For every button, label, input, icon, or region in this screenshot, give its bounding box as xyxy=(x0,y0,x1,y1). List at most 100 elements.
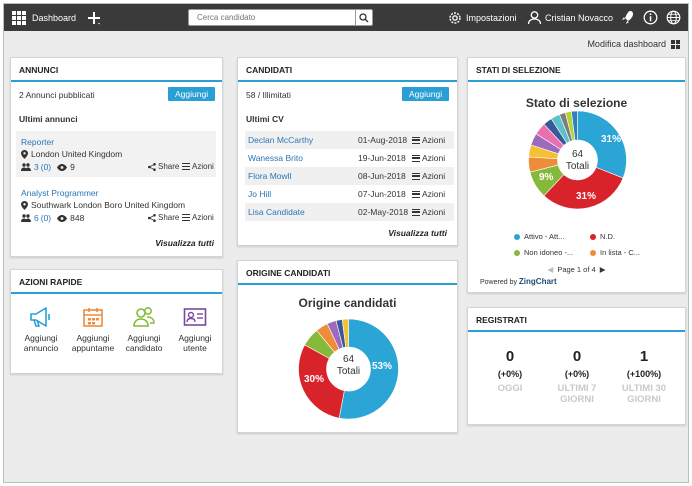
eye-icon xyxy=(57,214,68,222)
add-job-button[interactable]: Aggiungi xyxy=(168,87,216,101)
job-candidates-count[interactable]: 6 xyxy=(34,213,39,223)
registered-pct: (+0%) xyxy=(497,369,523,379)
add-user-line1: Aggiungi xyxy=(178,333,212,343)
add-user-line2: utente xyxy=(183,343,207,353)
add-candidate-line2: candidato xyxy=(125,343,163,353)
add-appointment-action[interactable]: Aggiungi appuntame xyxy=(66,306,120,353)
rocket-button[interactable] xyxy=(621,4,634,31)
cv-name[interactable]: Jo Hill xyxy=(248,189,272,199)
pie-slice[interactable] xyxy=(571,110,578,141)
dashboard-menu[interactable]: Dashboard xyxy=(12,4,76,31)
add-appointment-line2: appuntame xyxy=(71,343,115,353)
info-icon xyxy=(643,10,658,25)
cv-actions-label: Azioni xyxy=(422,135,446,145)
pie-slice[interactable] xyxy=(341,318,349,348)
user-menu[interactable]: Cristian Novacco xyxy=(527,4,613,31)
status-total-label: Totali xyxy=(565,161,590,172)
job-title[interactable]: Reporter xyxy=(21,137,55,147)
status-title: STATI DI SELEZIONE xyxy=(468,58,685,82)
add-job-action[interactable]: Aggiungi annuncio xyxy=(14,306,68,353)
add-user-action[interactable]: Aggiungi utente xyxy=(168,306,222,353)
job-actions-button[interactable]: Azioni xyxy=(182,162,214,171)
cv-actions-button[interactable]: Azioni xyxy=(412,131,445,149)
view-all-candidates-link[interactable]: Visualizza tutti xyxy=(388,228,447,238)
pie-slice[interactable] xyxy=(298,344,345,419)
add-new-button[interactable] xyxy=(86,4,102,31)
cv-name[interactable]: Wanessa Brito xyxy=(248,153,303,163)
candidati-panel: CANDIDATI 58 / Illimitati Aggiungi Ultim… xyxy=(237,57,458,246)
add-candidate-action[interactable]: Aggiungi candidato xyxy=(117,306,171,353)
view-all-jobs-link[interactable]: Visualizza tutti xyxy=(155,238,214,248)
pie-slice[interactable] xyxy=(543,166,624,210)
plus-icon xyxy=(88,11,100,24)
edit-dashboard-link[interactable]: Modifica dashboard xyxy=(587,39,680,49)
legend-pager: ◀ Page 1 of 4 ▶ xyxy=(468,265,685,274)
legend-item[interactable]: N.D. xyxy=(590,232,615,241)
origin-center: 64 Totali xyxy=(238,354,459,378)
pager-label: Page 1 of 4 xyxy=(557,265,596,274)
job-candidates-count[interactable]: 3 xyxy=(34,162,39,172)
status-pie-chart xyxy=(528,110,627,210)
info-button[interactable] xyxy=(643,4,658,31)
cv-actions-button[interactable]: Azioni xyxy=(412,185,445,203)
cv-name[interactable]: Lisa Candidate xyxy=(248,207,305,217)
apps-grid-icon xyxy=(12,10,26,25)
pie-slice[interactable] xyxy=(577,110,627,179)
status-center: 64 Totali xyxy=(468,149,687,173)
pie-slice[interactable] xyxy=(338,318,399,420)
add-job-line2: annuncio xyxy=(23,343,59,353)
menu-icon xyxy=(412,154,420,162)
status-panel: STATI DI SELEZIONE Stato di selezione 64… xyxy=(467,57,686,293)
registered-30-days: 1 (+100%) ULTIMI 30 GIORNI xyxy=(609,348,679,405)
add-candidate-button[interactable]: Aggiungi xyxy=(402,87,450,101)
job-location-text: London United Kingdom xyxy=(31,149,123,159)
job-location: Southwark London Boro United Kingdom xyxy=(21,200,185,210)
menu-icon xyxy=(412,136,420,144)
search-button[interactable] xyxy=(355,10,372,25)
legend-item[interactable]: Attivo - Att... xyxy=(514,232,564,241)
job-title[interactable]: Analyst Programmer xyxy=(21,188,99,198)
cv-actions-button[interactable]: Azioni xyxy=(412,167,445,185)
job-actions-button[interactable]: Azioni xyxy=(182,213,214,222)
status-total-value: 64 xyxy=(571,149,584,160)
search-box xyxy=(188,9,373,26)
cv-date: 07-Jun-2018 xyxy=(358,189,406,199)
settings-link[interactable]: Impostazioni xyxy=(447,4,517,31)
menu-icon xyxy=(182,163,190,170)
job-candidates-new[interactable]: (0) xyxy=(40,162,52,172)
cv-actions-button[interactable]: Azioni xyxy=(412,149,445,167)
status-label-red: 31% xyxy=(576,191,597,202)
legend-item[interactable]: In lista - C... xyxy=(590,248,640,257)
user-icon xyxy=(527,11,542,25)
user-name: Cristian Novacco xyxy=(545,12,614,23)
legend-dot xyxy=(590,249,596,256)
annunci-published: 2 Annunci pubblicati xyxy=(19,90,95,100)
add-appointment-line1: Aggiungi xyxy=(76,333,110,343)
cv-name[interactable]: Declan McCarthy xyxy=(248,135,314,145)
language-button[interactable] xyxy=(666,4,681,31)
menu-icon xyxy=(412,190,420,198)
zingchart-credit[interactable]: Powered by ZingChart xyxy=(480,277,557,286)
cv-date: 02-May-2018 xyxy=(358,207,409,217)
pager-next-icon[interactable]: ▶ xyxy=(599,265,606,274)
cv-row: Wanessa Brito 19-Jun-2018 Azioni xyxy=(245,149,454,167)
registered-panel: REGISTRATI 0 (+0%) OGGI 0 (+0%) ULTIMI 7… xyxy=(467,307,686,425)
job-share-button[interactable]: Share xyxy=(148,213,179,222)
legend-item[interactable]: Non idoneo -... xyxy=(514,248,573,257)
rocket-icon xyxy=(622,11,633,24)
quick-actions-panel: AZIONI RAPIDE Aggiungi annuncio Aggiungi… xyxy=(10,269,223,374)
job-card: Reporter London United Kingdom 3 (0) 9 S… xyxy=(16,131,216,177)
pager-prev-icon[interactable]: ◀ xyxy=(547,265,554,274)
job-share-button[interactable]: Share xyxy=(148,162,179,171)
recent-jobs-title: Ultimi annunci xyxy=(19,114,78,124)
top-bar: Dashboard Impostazioni Cristian Novacco xyxy=(4,4,688,31)
job-location-text: Southwark London Boro United Kingdom xyxy=(31,200,186,210)
search-input[interactable] xyxy=(189,10,349,25)
cv-actions-button[interactable]: Azioni xyxy=(412,203,445,221)
settings-label: Impostazioni xyxy=(466,12,517,23)
job-candidates-new[interactable]: (0) xyxy=(40,213,52,223)
calendar-icon xyxy=(83,308,103,327)
origin-label-red: 30% xyxy=(304,374,325,385)
zingchart-brand: ZingChart xyxy=(518,277,557,286)
cv-name[interactable]: Flora Mowll xyxy=(248,171,292,181)
